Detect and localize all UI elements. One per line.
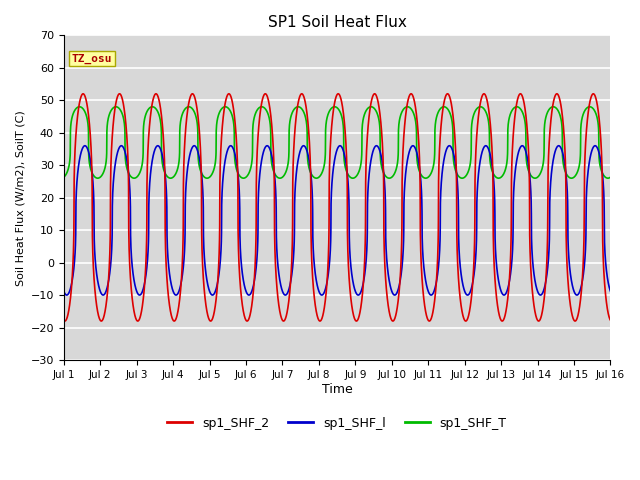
sp1_SHF_2 [61, 318, 68, 324]
sp1_SHF_T [76, 104, 83, 109]
Line: sp1_SHF_2: sp1_SHF_2 [64, 94, 611, 321]
sp1_SHF_T [607, 174, 614, 180]
sp1_SHF_2 [193, 103, 200, 108]
sp1_SHF_T [266, 119, 274, 125]
sp1_SHF_l [305, 156, 313, 162]
sp1_SHF_2 [190, 92, 198, 98]
sp1_SHF_2 [187, 93, 195, 98]
Legend: sp1_SHF_2, sp1_SHF_l, sp1_SHF_T: sp1_SHF_2, sp1_SHF_l, sp1_SHF_T [163, 412, 512, 435]
sp1_SHF_2 [60, 317, 68, 323]
sp1_SHF_2 [589, 91, 597, 96]
sp1_SHF_2 [305, 130, 313, 136]
sp1_SHF_2 [266, 106, 274, 111]
sp1_SHF_T [187, 105, 195, 110]
sp1_SHF_l [266, 146, 274, 152]
Title: SP1 Soil Heat Flux: SP1 Soil Heat Flux [268, 15, 406, 30]
X-axis label: Time: Time [322, 383, 353, 396]
sp1_SHF_l [607, 288, 614, 294]
Text: TZ_osu: TZ_osu [72, 53, 113, 63]
sp1_SHF_l [63, 292, 70, 298]
sp1_SHF_T [602, 175, 610, 180]
Y-axis label: Soil Heat Flux (W/m2), SoilT (C): Soil Heat Flux (W/m2), SoilT (C) [15, 110, 25, 286]
Line: sp1_SHF_l: sp1_SHF_l [64, 146, 611, 295]
sp1_SHF_T [60, 174, 68, 180]
sp1_SHF_T [604, 175, 612, 181]
sp1_SHF_l [602, 266, 610, 272]
sp1_SHF_l [60, 288, 68, 294]
sp1_SHF_2 [602, 298, 610, 304]
sp1_SHF_2 [607, 317, 614, 323]
sp1_SHF_T [305, 164, 313, 170]
Line: sp1_SHF_T: sp1_SHF_T [64, 107, 611, 178]
sp1_SHF_l [193, 145, 200, 151]
sp1_SHF_T [193, 116, 200, 122]
sp1_SHF_l [187, 148, 195, 154]
sp1_SHF_l [591, 143, 599, 149]
sp1_SHF_T [190, 108, 198, 114]
sp1_SHF_l [190, 143, 198, 149]
